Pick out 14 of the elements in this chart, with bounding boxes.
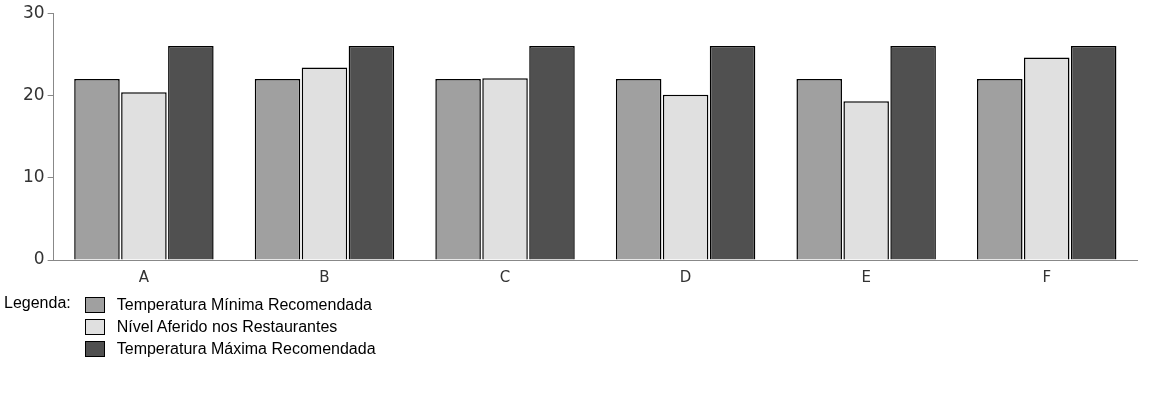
- y-tick-label: 20: [22, 83, 45, 104]
- x-tick-label: D: [679, 267, 692, 286]
- y-tick-label: 0: [33, 248, 45, 269]
- legend-title: Legenda:: [4, 294, 71, 313]
- y-tick-label: 30: [22, 1, 45, 22]
- x-tick-label: C: [499, 267, 511, 286]
- x-tick-label: E: [861, 267, 871, 286]
- legend-label: Temperatura Mínima Recomendada: [116, 296, 372, 314]
- x-tick-label: A: [138, 267, 150, 286]
- x-tick-label: B: [319, 267, 330, 286]
- legend-label: Temperatura Máxima Recomendada: [116, 340, 376, 358]
- x-tick-label: F: [1042, 267, 1052, 286]
- legend-label: Nível Aferido nos Restaurantes: [116, 318, 338, 336]
- y-tick-label: 10: [22, 166, 45, 187]
